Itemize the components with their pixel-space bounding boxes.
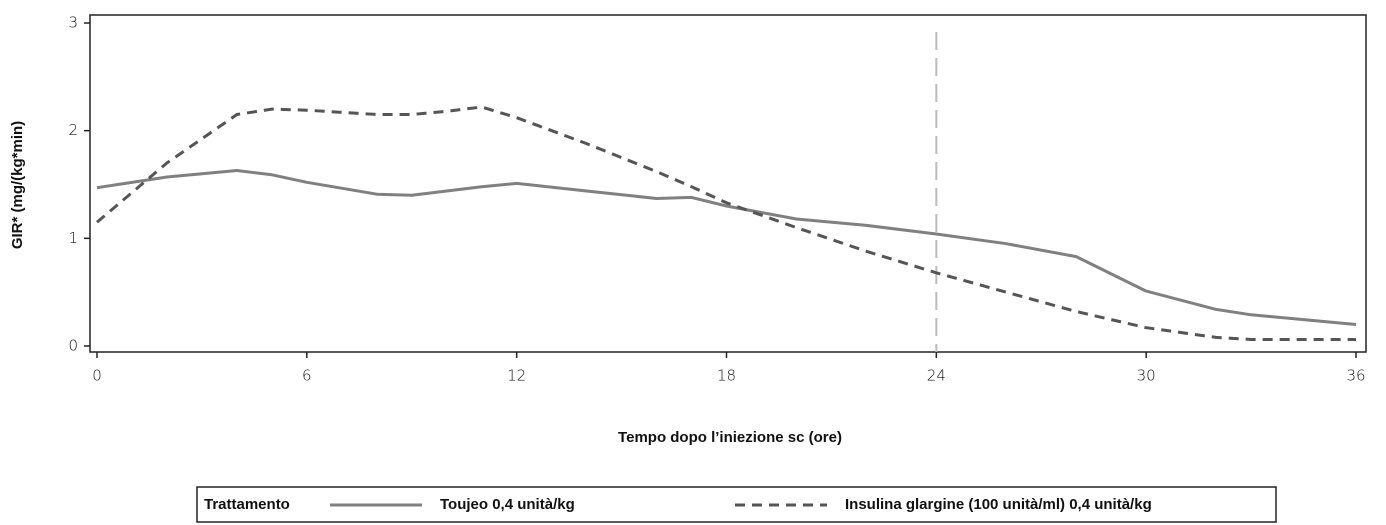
x-tick-label: 12 [507, 367, 526, 385]
y-axis-label: GIR* (mg/(kg*min) [9, 121, 26, 249]
legend-label: Insulina glargine (100 unità/ml) 0,4 uni… [845, 496, 1152, 513]
x-tick-label: 18 [717, 367, 736, 385]
legend-box [196, 486, 1277, 523]
x-tick-label: 0 [92, 367, 102, 385]
x-tick-label: 6 [302, 367, 312, 385]
x-tick-label: 24 [927, 367, 946, 385]
x-axis-label: Tempo dopo l’iniezione sc (ore) [618, 429, 842, 446]
y-tick-label: 3 [68, 14, 78, 32]
series-line [96, 169, 1357, 326]
y-tick-label: 2 [68, 121, 78, 139]
x-tick-label: 36 [1346, 367, 1365, 385]
series-line [96, 105, 1356, 341]
plot-frame [89, 14, 1367, 353]
legend-label: Toujeo 0,4 unità/kg [440, 496, 575, 513]
y-tick-label: 0 [68, 337, 78, 355]
legend-title: Trattamento [204, 496, 290, 513]
y-tick-label: 1 [68, 229, 78, 247]
x-tick-label: 30 [1137, 367, 1156, 385]
